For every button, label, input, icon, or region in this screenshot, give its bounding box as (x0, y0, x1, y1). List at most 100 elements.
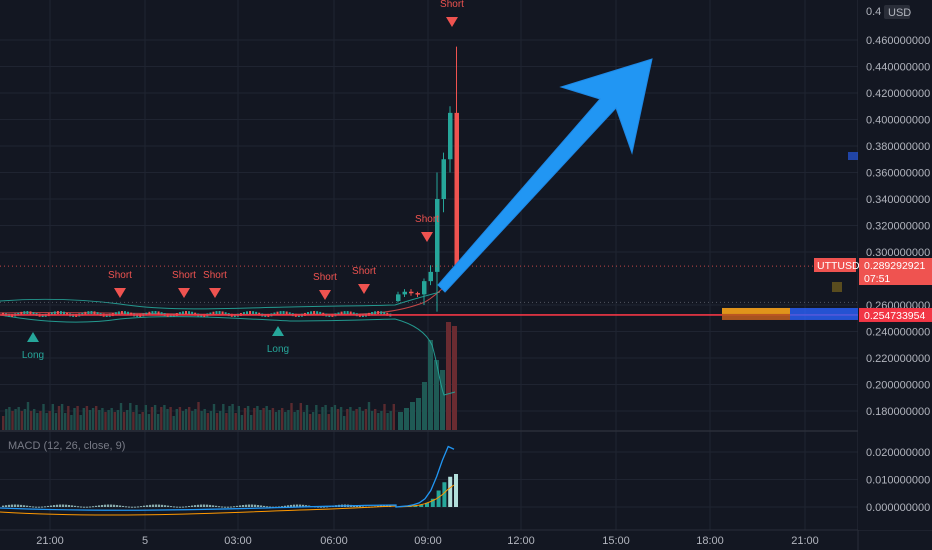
price-axis[interactable]: 0.460000000 0.440000000 0.420000000 0.40000… (814, 0, 932, 530)
volume-bars (2, 322, 457, 430)
candle-small (209, 312, 212, 316)
candle-small (288, 312, 291, 316)
candle-small (32, 312, 35, 316)
volume-bar (79, 415, 82, 430)
volume-bar (228, 406, 231, 430)
candle-small (63, 311, 65, 315)
macd-hist-bar (44, 506, 47, 508)
volume-bar (166, 409, 169, 430)
profile-bar (722, 313, 790, 320)
volume-bar (169, 407, 172, 430)
volume-bar (290, 403, 293, 430)
volume-bar (138, 414, 141, 430)
volume-bar (5, 409, 8, 430)
macd-hist-bar (170, 506, 173, 508)
volume-bar (330, 407, 333, 430)
time-tick-label: 15:00 (602, 535, 630, 547)
macd-hist-bar (5, 505, 8, 507)
candle-small (377, 311, 380, 315)
macd-hist-bar (245, 504, 248, 507)
macd-hist-bar (131, 506, 134, 508)
volume-bar (237, 406, 240, 430)
time-axis[interactable]: 21:00 5 03:00 06:00 09:00 12:00 15:00 18:00 21:0… (36, 535, 819, 547)
volume-bar (98, 410, 101, 430)
volume-bar (305, 405, 309, 430)
volume-bar (150, 407, 154, 430)
macd-hist-bar (257, 505, 260, 507)
macd-hist-bar (356, 505, 359, 507)
volume-bar (119, 403, 123, 430)
macd-hist-bar (386, 504, 389, 507)
macd-hist-bar (53, 505, 56, 507)
macd-hist-bar (77, 506, 80, 508)
macd-hist-bar (113, 504, 116, 507)
macd-hist-bar (448, 476, 453, 507)
decor-box (832, 282, 842, 292)
candle-body (402, 291, 407, 295)
volume-bar (374, 409, 377, 430)
long-label: Long (22, 350, 44, 361)
volume-bar (234, 413, 237, 430)
volume-bar (404, 408, 409, 430)
volume-bar (144, 405, 147, 430)
macd-hist-bar (20, 504, 23, 507)
volume-bar (293, 412, 296, 430)
volume-bar (91, 408, 95, 430)
volume-bar (20, 411, 23, 430)
volume-bar (225, 413, 228, 430)
macd-hist-bar (32, 506, 35, 508)
macd-hist-bar (413, 505, 418, 507)
macd-hist-bar (230, 506, 233, 508)
candle-small (319, 311, 322, 315)
volume-bar (358, 407, 361, 430)
price-tick-label: 0.420000000 (866, 88, 930, 100)
candle-small (380, 311, 383, 315)
volume-bar (367, 402, 371, 430)
volume-bar (33, 409, 36, 430)
price-tick-label: 0.360000000 (866, 168, 930, 180)
volume-bar (389, 411, 392, 430)
volume-bar (14, 409, 17, 430)
countdown-value: 07:51 (864, 273, 890, 285)
price-line[interactable] (0, 265, 858, 320)
volume-bar (240, 415, 244, 430)
candle-small (255, 311, 258, 315)
candle-small (218, 311, 221, 315)
candle-small (252, 311, 255, 315)
candle-small (313, 311, 316, 315)
macd-hist-bar (209, 504, 212, 507)
volume-bar (95, 406, 98, 430)
macd-hist-bar (454, 474, 458, 507)
signal-markers: Long Short Short Short Long Short Short Short Sh… (22, 0, 464, 361)
macd-line (0, 445, 455, 511)
macd-hist-bar (212, 505, 215, 507)
volume-bar (231, 404, 234, 430)
volume-bar (11, 411, 14, 430)
profile-bar (790, 307, 858, 320)
macd-hist-bar (419, 504, 424, 507)
short-marker-icon (178, 288, 190, 298)
volume-bar (26, 402, 30, 430)
macd-hist-bar (74, 505, 77, 507)
macd-hist-bar (206, 504, 209, 507)
candle-body (409, 291, 414, 294)
volume-bar (416, 398, 421, 430)
candle-small (23, 311, 26, 315)
candles (396, 46, 459, 312)
volume-bar (163, 405, 166, 430)
candle-small (29, 311, 32, 315)
price-tick-label: 0.220000000 (866, 353, 930, 365)
arrow-drawing[interactable] (437, 58, 653, 293)
macd-hist-bar (227, 506, 230, 508)
macd-hist-bar (263, 505, 266, 507)
candle-small (145, 312, 148, 316)
volume-bar (191, 411, 194, 430)
macd-hist-bar (173, 506, 176, 508)
volume-bar (281, 408, 284, 430)
volume-bar (17, 407, 20, 430)
candle-small (246, 311, 248, 315)
profile-bar (722, 307, 790, 314)
macd-hist-bar (436, 490, 441, 507)
